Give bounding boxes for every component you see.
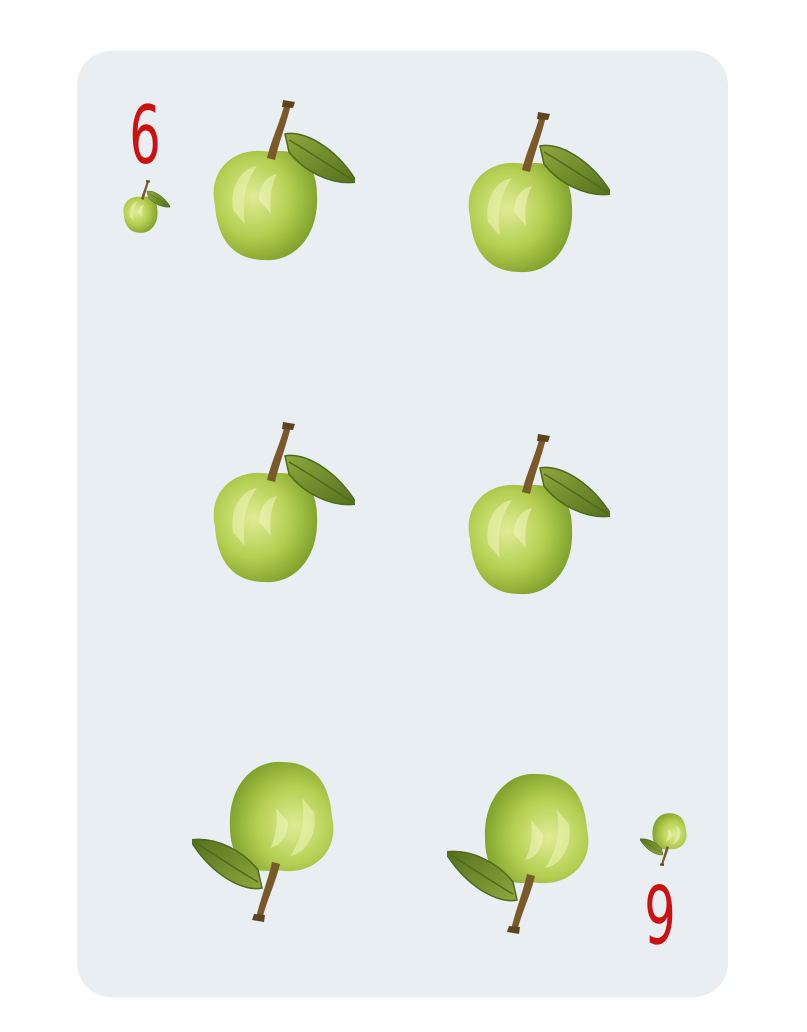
green-apple-icon: [640, 810, 696, 866]
green-apple-icon: [185, 422, 355, 592]
green-apple-icon: [440, 434, 610, 604]
green-apple-icon: [114, 180, 170, 236]
green-apple-icon: [192, 752, 362, 922]
green-apple-icon: [440, 112, 610, 282]
playing-card[interactable]: [77, 51, 728, 997]
rank-bottom-right: 6: [644, 866, 676, 959]
rank-top-left: 6: [129, 89, 161, 182]
green-apple-icon: [447, 764, 617, 934]
green-apple-icon: [185, 100, 355, 270]
